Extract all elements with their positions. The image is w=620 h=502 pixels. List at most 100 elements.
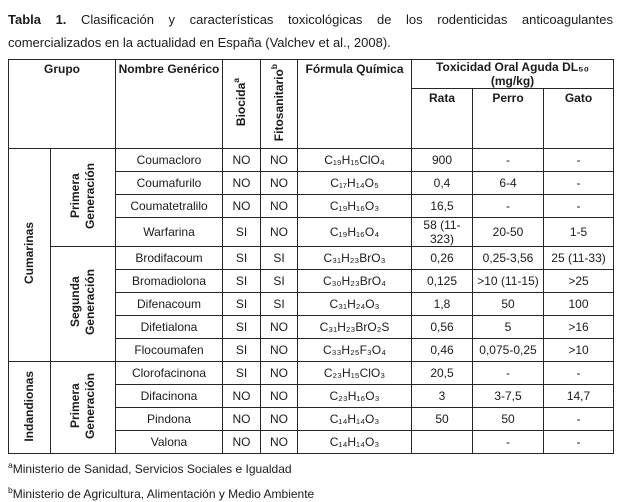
cell-biocida: NO [222, 171, 261, 195]
cell-formula: C₂₃H₁₅ClO₃ [297, 361, 412, 385]
cell-biocida: NO [222, 407, 261, 431]
cell-perro: 6-4 [472, 171, 544, 195]
cell-gato: >10 [542, 338, 615, 362]
column-header-formula-quimica: Fórmula Química [297, 59, 412, 149]
cell-nombre: Difenacoum [115, 292, 223, 316]
cell-fitosanitario: SI [260, 269, 298, 293]
fitosanitario-vertical-label: Fitosanitariob [268, 63, 287, 142]
cell-fitosanitario: NO [260, 217, 298, 247]
cell-rata: 16,5 [411, 194, 473, 218]
cell-formula: C₃₁H₂₃BrO₂S [297, 315, 412, 339]
cell-rata: 0,4 [411, 171, 473, 195]
cell-biocida: SI [222, 315, 261, 339]
cell-rata: 50 [411, 407, 473, 431]
column-header-nombre-generico: Nombre Genérico [115, 59, 223, 149]
cell-gato: 1-5 [542, 217, 615, 247]
cell-formula: C₁₄H₁₄O₃ [297, 430, 412, 454]
fitosanitario-footnote-marker: b [268, 63, 279, 70]
cell-gato: 100 [542, 292, 615, 316]
cell-biocida: NO [222, 194, 261, 218]
table-row: Indandionas Primera Generación Clorofacin… [8, 361, 615, 454]
biocida-label: Biocida [234, 83, 248, 127]
cell-fitosanitario: NO [260, 430, 298, 454]
cell-nombre: Flocoumafen [115, 338, 223, 362]
cell-perro: - [472, 361, 544, 385]
cell-gato: - [542, 148, 615, 172]
cell-biocida: NO [222, 148, 261, 172]
table-row: Flocoumafen SI NO C₃₃H₂₅F₃O₄ 0,46 0,075-… [9, 338, 615, 362]
generation-label-primera-indandionas: Primera Generación [50, 361, 116, 454]
cell-formula: C₃₁H₂₄O₃ [297, 292, 412, 316]
footnote-a-text: Ministerio de Sanidad, Servicios Sociale… [12, 462, 292, 476]
cell-gato: - [542, 407, 615, 431]
header-row-2: Rata Perro Gato [9, 88, 615, 149]
cell-formula: C₃₃H₂₅F₃O₄ [297, 338, 412, 362]
cell-perro: 20-50 [472, 217, 544, 247]
column-header-gato: Gato [542, 88, 615, 149]
cell-fitosanitario: NO [260, 148, 298, 172]
cell-nombre: Brodifacoum [115, 246, 223, 270]
footnote-b-marker: b [8, 485, 13, 495]
cell-gato: 14,7 [542, 384, 615, 408]
table-row: Difacinona NO NO C₂₃H₁₆O₃ 3 3-7,5 14,7 [9, 384, 615, 408]
header-row-1: Grupo Nombre Genérico Biocidaa Fitosanit… [8, 59, 615, 149]
footnote-a-marker: a [8, 460, 13, 470]
cell-rata: 0,26 [411, 246, 473, 270]
cell-rata: 3 [411, 384, 473, 408]
table-caption-label: Tabla 1. [8, 12, 67, 27]
cell-formula: C₁₄H₁₄O₃ [297, 407, 412, 431]
table-caption: Tabla 1. Clasificación y características… [8, 8, 613, 54]
rodenticides-table: Grupo Nombre Genérico Biocidaa Fitosanit… [8, 59, 615, 454]
cell-fitosanitario: NO [260, 194, 298, 218]
cell-nombre: Valona [115, 430, 223, 454]
cell-perro: - [472, 194, 544, 218]
cell-nombre: Coumacloro [115, 148, 223, 172]
column-header-perro: Perro [472, 88, 544, 149]
cell-fitosanitario: SI [260, 292, 298, 316]
cell-nombre: Clorofacinona [115, 361, 223, 385]
cell-formula: C₃₁H₂₃BrO₃ [297, 246, 412, 270]
cell-rata [411, 430, 473, 454]
cell-nombre: Pindona [115, 407, 223, 431]
cell-rata: 1,8 [411, 292, 473, 316]
fitosanitario-label: Fitosanitario [271, 69, 286, 142]
cell-gato: 25 (11-33) [542, 246, 615, 270]
cell-rata: 0,46 [411, 338, 473, 362]
cell-gato: - [542, 361, 615, 385]
cell-perro: 50 [472, 407, 544, 431]
table-caption-line1: Tabla 1. Clasificación y características… [8, 8, 613, 31]
table-footnotes: aMinisterio de Sanidad, Servicios Social… [8, 461, 613, 502]
table-row: Coumafurilo NO NO C₁₇H₁₄O₅ 0,4 6-4 - [9, 171, 615, 195]
column-header-fitosanitario: Fitosanitariob [260, 59, 298, 149]
cell-formula: C₂₃H₁₆O₃ [297, 384, 412, 408]
cell-perro: 0,25-3,56 [472, 246, 544, 270]
table-caption-text: Clasificación y características toxicoló… [81, 12, 613, 27]
document-page: Tabla 1. Clasificación y características… [8, 8, 615, 502]
cell-fitosanitario: NO [260, 171, 298, 195]
generation-label-primera-cumarinas: Primera Generación [50, 148, 116, 247]
cell-fitosanitario: NO [260, 384, 298, 408]
column-header-grupo: Grupo [8, 59, 116, 149]
cell-perro: 5 [472, 315, 544, 339]
cell-nombre: Difacinona [115, 384, 223, 408]
cell-gato: >16 [542, 315, 615, 339]
cell-formula: C₁₉H₁₆O₃ [297, 194, 412, 218]
cell-biocida: SI [222, 361, 261, 385]
cell-rata: 0,56 [411, 315, 473, 339]
table-row: Warfarina SI NO C₁₉H₁₆O₄ 58 (11-323) 20-… [9, 217, 615, 247]
group-label-cumarinas: Cumarinas [8, 148, 51, 362]
cell-rata: 900 [411, 148, 473, 172]
cell-nombre: Coumafurilo [115, 171, 223, 195]
cell-nombre: Warfarina [115, 217, 223, 247]
cell-nombre: Difetialona [115, 315, 223, 339]
table-row: Segunda Generación Brodifacoum SI SI C₃₁H… [9, 246, 615, 362]
cell-perro: >10 (11-15) [472, 269, 544, 293]
biocida-footnote-marker: a [231, 78, 241, 84]
cell-gato: >25 [542, 269, 615, 293]
cell-rata: 20,5 [411, 361, 473, 385]
column-header-toxicidad: Toxicidad Oral Aguda DL₅₀ (mg/kg) [410, 59, 615, 89]
cell-biocida: NO [222, 430, 261, 454]
cell-biocida: SI [222, 338, 261, 362]
generation-label-segunda-cumarinas: Segunda Generación [50, 246, 116, 362]
cell-fitosanitario: NO [260, 361, 298, 385]
